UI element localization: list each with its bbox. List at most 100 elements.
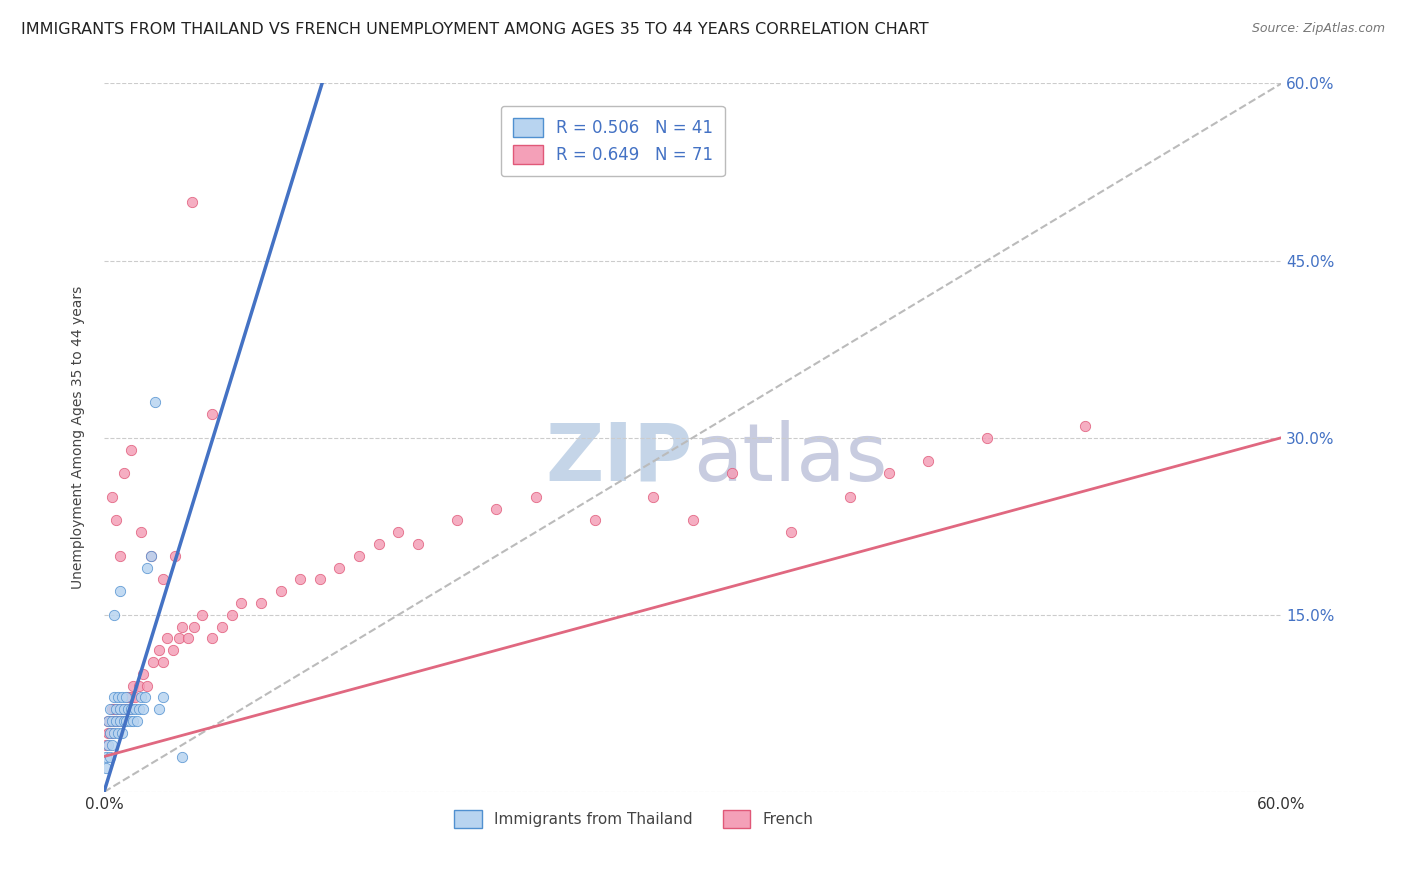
Point: [143, 395, 166, 409]
Point: [98, 714, 121, 728]
Point: [101, 490, 124, 504]
Point: [114, 702, 136, 716]
Point: [104, 702, 127, 716]
Point: [97, 714, 120, 728]
Point: [211, 620, 233, 634]
Point: [108, 549, 131, 563]
Point: [121, 690, 143, 705]
Point: [142, 655, 165, 669]
Point: [917, 454, 939, 468]
Point: [108, 702, 131, 716]
Point: [163, 549, 186, 563]
Point: [124, 690, 146, 705]
Point: [103, 702, 125, 716]
Point: [136, 560, 159, 574]
Point: [779, 525, 801, 540]
Point: [107, 726, 129, 740]
Point: [124, 702, 146, 716]
Point: [112, 466, 135, 480]
Point: [583, 513, 606, 527]
Point: [121, 702, 143, 716]
Point: [112, 702, 135, 716]
Point: [643, 490, 665, 504]
Point: [98, 702, 121, 716]
Point: [104, 714, 127, 728]
Point: [387, 525, 409, 540]
Point: [139, 549, 162, 563]
Point: [118, 714, 141, 728]
Point: [152, 573, 174, 587]
Point: [128, 702, 150, 716]
Point: [101, 738, 124, 752]
Text: atlas: atlas: [693, 420, 887, 498]
Point: [94, 738, 117, 752]
Point: [111, 726, 134, 740]
Point: [201, 632, 224, 646]
Point: [308, 573, 330, 587]
Point: [129, 525, 152, 540]
Point: [221, 607, 243, 622]
Point: [121, 442, 143, 457]
Point: [101, 702, 124, 716]
Point: [682, 513, 704, 527]
Point: [181, 194, 204, 209]
Point: [721, 466, 744, 480]
Point: [107, 714, 129, 728]
Point: [129, 690, 152, 705]
Point: [108, 584, 131, 599]
Point: [97, 726, 120, 740]
Point: [114, 714, 136, 728]
Point: [191, 607, 214, 622]
Point: [152, 655, 174, 669]
Point: [201, 407, 224, 421]
Point: [328, 560, 350, 574]
Point: [108, 714, 131, 728]
Point: [1074, 418, 1097, 433]
Text: ZIP: ZIP: [546, 420, 693, 498]
Point: [524, 490, 547, 504]
Point: [111, 690, 134, 705]
Point: [97, 714, 120, 728]
Point: [877, 466, 900, 480]
Point: [104, 702, 127, 716]
Point: [94, 749, 117, 764]
Point: [172, 620, 194, 634]
Point: [104, 513, 127, 527]
Point: [122, 679, 145, 693]
Point: [103, 607, 125, 622]
Point: [118, 702, 141, 716]
Point: [117, 702, 139, 716]
Point: [128, 679, 150, 693]
Point: [172, 749, 194, 764]
Y-axis label: Unemployment Among Ages 35 to 44 years: Unemployment Among Ages 35 to 44 years: [72, 286, 86, 590]
Point: [148, 643, 170, 657]
Point: [290, 573, 312, 587]
Point: [108, 702, 131, 716]
Point: [156, 632, 179, 646]
Point: [103, 726, 125, 740]
Point: [98, 726, 121, 740]
Point: [103, 690, 125, 705]
Point: [139, 549, 162, 563]
Point: [101, 714, 124, 728]
Point: [114, 690, 136, 705]
Point: [250, 596, 273, 610]
Point: [136, 679, 159, 693]
Point: [97, 738, 120, 752]
Point: [167, 632, 190, 646]
Text: Source: ZipAtlas.com: Source: ZipAtlas.com: [1251, 22, 1385, 36]
Point: [152, 690, 174, 705]
Point: [111, 714, 134, 728]
Point: [162, 643, 184, 657]
Point: [148, 702, 170, 716]
Point: [94, 761, 117, 775]
Point: [838, 490, 860, 504]
Point: [112, 714, 135, 728]
Point: [134, 690, 156, 705]
Point: [103, 714, 125, 728]
Point: [485, 501, 508, 516]
Point: [406, 537, 429, 551]
Point: [347, 549, 370, 563]
Point: [177, 632, 200, 646]
Legend: Immigrants from Thailand, French: Immigrants from Thailand, French: [449, 804, 820, 834]
